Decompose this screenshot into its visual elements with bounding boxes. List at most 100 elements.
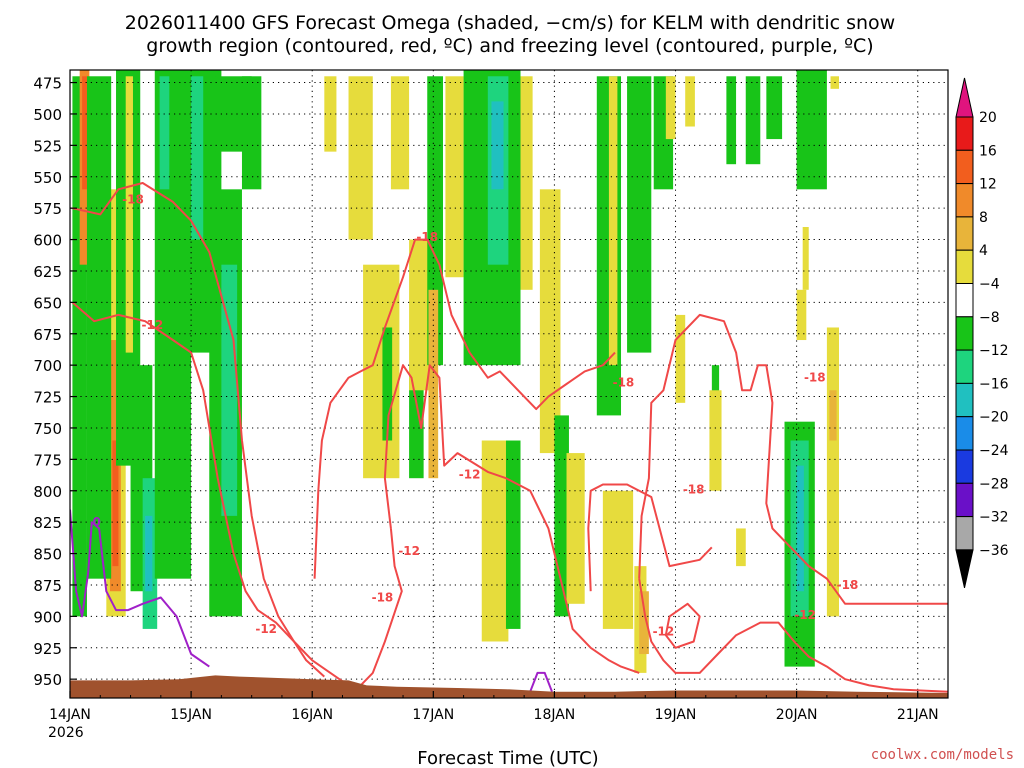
colorbar-tick-label: −8 [979,310,1000,326]
colorbar-tick-label: −12 [979,343,1009,359]
omega-shade-cell [241,76,262,190]
colorbar-swatch [955,482,974,518]
dendritic-growth-contour [383,364,640,674]
freezing-level-contour [70,509,210,668]
y-tick-label: 675 [33,326,62,344]
omega-shade-cell [627,76,652,353]
omega-shading-layer [72,70,840,673]
omega-shade-cell [86,76,112,579]
omega-shade-cell [363,264,400,479]
x-tick-label: 14JAN [49,707,91,723]
dendritic-growth-contour [638,313,948,605]
y-tick-label: 500 [33,106,62,124]
colorbar-bottom-arrow [955,549,974,589]
dendritic-growth-contour [71,301,325,678]
contour-label: -18 [416,230,438,244]
contour-layer [70,182,948,693]
y-tick-label: 850 [33,546,62,564]
omega-shade-cell [802,227,809,290]
omega-shade-cell [348,76,373,240]
y-tick-label: 550 [33,169,62,187]
y-axis: 475 500 525 550 575 600 625 650 675 700 725 750 775 8… [33,75,77,689]
x-tick-label: 19JAN [655,707,697,723]
grid-layer [70,70,948,698]
colorbar-swatch [955,249,974,284]
freezing-level-contour [529,671,553,693]
dendritic-growth-contour [638,578,948,693]
y-tick-label: 775 [33,451,62,469]
contour-label: 0 [92,515,100,529]
contour-label: -18 [683,483,705,497]
y-tick-label: 650 [33,294,62,312]
colorbar-tick-label: 20 [979,110,997,126]
colorbar-tick-label: −4 [979,277,1000,293]
omega-shade-cell [82,76,87,190]
omega-shade-cell [520,76,533,290]
dendritic-growth-contour [359,528,403,687]
x-tick-label: 20JAN [776,707,818,723]
colorbar-legend: 20 16 12 8 4 −4 −8 −12 −16 −20 −24 −28 −32 −36 [955,77,1009,589]
colorbar-tick-label: −28 [979,476,1009,492]
colorbar-swatch [955,216,974,251]
x-tick-label: 17JAN [412,707,454,723]
y-tick-label: 750 [33,420,62,438]
colorbar-swatch [955,416,974,451]
contour-label: -12 [398,544,420,558]
omega-shade-cell [826,327,840,617]
dendritic-growth-contour [587,483,713,592]
omega-shade-cell [709,390,722,491]
colorbar-swatch [955,149,974,185]
source-credit: coolwx.com/models [871,747,1014,763]
y-tick-label: 950 [33,671,62,689]
terrain-ground-fill [70,675,948,698]
plot-frame [69,69,949,699]
x-axis-label: Forecast Time (UTC) [417,748,598,768]
omega-shade-cell [675,314,686,403]
colorbar-tick-label: 8 [979,210,988,226]
colorbar-swatch [955,349,974,384]
colorbar-swatch [955,116,974,151]
omega-shade-cell [665,76,676,140]
colorbar-tick-label: 16 [979,143,997,159]
omega-shade-cell [445,76,464,278]
omega-shade-cell [221,264,238,516]
dendritic-growth-contour [664,602,701,649]
omega-shade-cell [766,76,783,140]
omega-shade-cell [745,76,761,165]
y-tick-label: 600 [33,232,62,250]
y-tick-label: 825 [33,514,62,532]
omega-shade-cell [125,76,133,353]
contour-label: -12 [459,467,481,481]
colorbar-top-arrow [955,77,974,118]
colorbar-tick-label: −32 [979,510,1009,526]
contour-label: -18 [837,578,859,592]
omega-shade-cell [112,440,119,567]
contour-label: -12 [142,318,164,332]
y-tick-label: 625 [33,263,62,281]
contour-label-layer: -18 -12 -12 -18 -12 -18 -12 -18 -18 -12 -18 -12 -18 0 [92,192,858,638]
omega-shade-cell [409,239,431,391]
colorbar-swatch [955,516,974,551]
colorbar-tick-label: −36 [979,543,1009,559]
omega-shade-cell [382,327,393,441]
chart-title-line-2: growth region (contoured, red, ºC) and f… [146,35,873,57]
y-tick-label: 700 [33,357,62,375]
y-tick-label: 925 [33,640,62,658]
omega-shade-cell [796,289,807,341]
omega-shade-cell [428,289,439,479]
colorbar-swatch [955,316,974,351]
y-tick-label: 475 [33,75,62,93]
omega-shade-cell [796,70,827,190]
omega-shade-cell [736,528,746,567]
colorbar-tick-label: −16 [979,376,1009,392]
y-tick-label: 875 [33,577,62,595]
contour-label: -12 [653,624,675,638]
omega-shade-cell [685,76,695,127]
plot-area: -18 -12 -12 -18 -12 -18 -12 -18 -18 -12 -18 -12 -18 0 [70,70,948,698]
omega-shade-cell [539,189,561,454]
chart-title-line-1: 2026011400 GFS Forecast Omega (shaded, −… [125,12,895,34]
omega-shade-cell [639,591,649,655]
colorbar-tick-label: −20 [979,410,1009,426]
x-axis-year-label: 2026 [48,725,84,741]
